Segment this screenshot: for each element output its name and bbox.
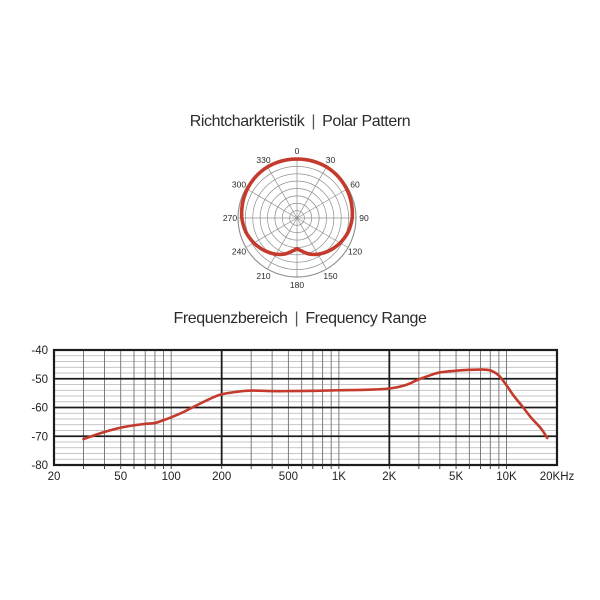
polar-angle-label: 180 xyxy=(290,280,304,290)
polar-angle-label: 330 xyxy=(256,155,270,165)
freq-y-tick-label: -60 xyxy=(31,403,48,415)
polar-angle-label: 270 xyxy=(223,213,237,223)
polar-angle-label: 90 xyxy=(359,213,369,223)
polar-title-german: Richtcharkteristik xyxy=(189,113,305,130)
freq-y-tick-label: -70 xyxy=(31,431,48,443)
polar-radial-line xyxy=(296,188,349,219)
polar-title-english: Polar Pattern xyxy=(322,113,411,130)
polar-angle-label: 150 xyxy=(323,271,337,281)
freq-x-tick-label: 100 xyxy=(162,471,181,483)
polar-radial-line xyxy=(296,217,327,270)
freq-title-german: Frequenzbereich xyxy=(173,310,288,327)
frequency-response-curve xyxy=(82,368,549,441)
polar-chart-title: Richtcharkteristik | Polar Pattern xyxy=(0,113,600,131)
freq-x-tick-label: 5K xyxy=(449,471,463,483)
polar-radial-line xyxy=(267,217,298,270)
polar-pattern-chart: 0 30 60 90 120 150 180 210 240 270 300 330 xyxy=(223,146,369,290)
freq-x-tick-label: 1K xyxy=(332,471,346,483)
polar-angle-label: 210 xyxy=(256,271,270,281)
freq-x-tick-label: 20KHz xyxy=(540,471,575,483)
freq-x-tick-label: 2K xyxy=(382,471,396,483)
polar-angle-label: 120 xyxy=(348,247,362,257)
polar-angle-label: 240 xyxy=(232,247,246,257)
freq-x-tick-label: 20 xyxy=(48,471,61,483)
title-separator: | xyxy=(294,310,299,327)
polar-angle-label: 60 xyxy=(350,180,360,190)
polar-radial-line xyxy=(245,188,298,219)
polar-pattern-curve xyxy=(239,157,355,257)
polar-angle-label: 300 xyxy=(232,180,246,190)
polar-angle-label: 0 xyxy=(295,146,300,156)
freq-y-tick-label: -40 xyxy=(31,345,48,357)
freq-y-tick-label: -50 xyxy=(31,374,48,386)
title-separator: | xyxy=(311,113,316,130)
freq-y-tick-label: -80 xyxy=(31,460,48,472)
freq-x-tick-label: 200 xyxy=(212,471,231,483)
freq-plot-border xyxy=(52,348,559,467)
freq-x-tick-label: 10K xyxy=(496,471,517,483)
polar-radial-line xyxy=(267,166,298,219)
polar-angle-label: 30 xyxy=(326,155,336,165)
freq-x-tick-label: 500 xyxy=(279,471,298,483)
polar-radial-line xyxy=(296,166,327,219)
freq-title-english: Frequency Range xyxy=(305,310,427,327)
freq-x-tick-label: 50 xyxy=(114,471,127,483)
frequency-chart-title: Frequenzbereich | Frequency Range xyxy=(0,310,600,328)
